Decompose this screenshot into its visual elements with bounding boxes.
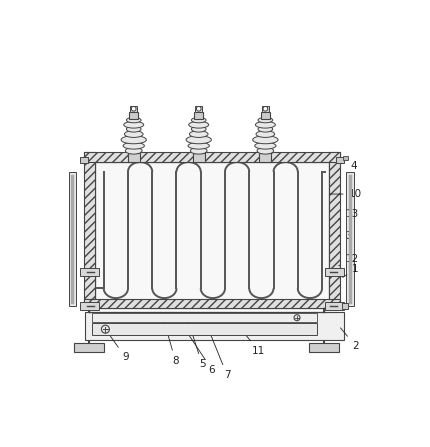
Ellipse shape bbox=[258, 126, 273, 132]
Bar bbox=[80, 268, 99, 276]
Ellipse shape bbox=[191, 118, 206, 123]
Text: 4: 4 bbox=[343, 159, 357, 171]
Text: 1: 1 bbox=[343, 264, 359, 278]
Ellipse shape bbox=[186, 136, 212, 144]
Text: 3: 3 bbox=[339, 231, 352, 241]
Bar bbox=[262, 106, 269, 112]
Circle shape bbox=[263, 106, 268, 111]
Text: 6: 6 bbox=[182, 325, 215, 375]
Ellipse shape bbox=[189, 122, 209, 128]
Ellipse shape bbox=[124, 131, 143, 137]
Ellipse shape bbox=[256, 131, 275, 137]
Bar bbox=[194, 112, 203, 119]
Bar bbox=[261, 112, 270, 119]
Ellipse shape bbox=[191, 126, 206, 132]
Bar bbox=[69, 173, 76, 306]
Bar bbox=[346, 173, 353, 306]
Ellipse shape bbox=[126, 118, 141, 123]
Ellipse shape bbox=[257, 148, 273, 154]
Ellipse shape bbox=[121, 136, 146, 144]
Ellipse shape bbox=[126, 148, 142, 154]
Bar bbox=[309, 343, 339, 352]
Text: 7: 7 bbox=[208, 328, 230, 380]
Bar bbox=[326, 302, 344, 310]
Bar bbox=[84, 152, 341, 162]
Bar bbox=[80, 157, 88, 164]
Ellipse shape bbox=[124, 122, 144, 128]
Ellipse shape bbox=[123, 143, 144, 149]
Text: 11: 11 bbox=[237, 325, 265, 356]
Circle shape bbox=[132, 106, 136, 111]
Bar bbox=[342, 303, 348, 309]
Text: 10: 10 bbox=[330, 189, 362, 199]
Text: 12: 12 bbox=[339, 254, 359, 266]
Ellipse shape bbox=[253, 136, 278, 144]
Bar bbox=[128, 153, 140, 162]
Bar bbox=[86, 312, 344, 340]
Bar bbox=[92, 323, 317, 335]
Bar bbox=[84, 299, 341, 308]
Bar bbox=[129, 112, 138, 119]
Ellipse shape bbox=[255, 122, 275, 128]
Bar bbox=[259, 153, 271, 162]
Text: 5: 5 bbox=[188, 320, 206, 369]
Bar bbox=[95, 162, 329, 308]
Ellipse shape bbox=[126, 126, 141, 132]
Text: 2: 2 bbox=[341, 328, 359, 351]
Bar bbox=[343, 156, 348, 160]
Bar bbox=[326, 268, 344, 276]
Bar bbox=[130, 106, 137, 112]
Bar bbox=[193, 153, 205, 162]
Text: 9: 9 bbox=[107, 331, 129, 363]
Ellipse shape bbox=[190, 148, 207, 154]
Ellipse shape bbox=[189, 131, 208, 137]
Bar bbox=[92, 313, 317, 322]
Bar bbox=[195, 106, 202, 112]
Ellipse shape bbox=[188, 143, 209, 149]
Text: 13: 13 bbox=[339, 209, 359, 219]
Text: 8: 8 bbox=[163, 317, 179, 366]
Bar bbox=[336, 157, 344, 164]
Ellipse shape bbox=[258, 118, 273, 123]
Circle shape bbox=[197, 106, 201, 111]
Bar bbox=[80, 302, 99, 310]
Ellipse shape bbox=[255, 143, 276, 149]
Bar bbox=[84, 152, 95, 308]
Bar bbox=[329, 152, 340, 308]
Bar bbox=[74, 343, 104, 352]
